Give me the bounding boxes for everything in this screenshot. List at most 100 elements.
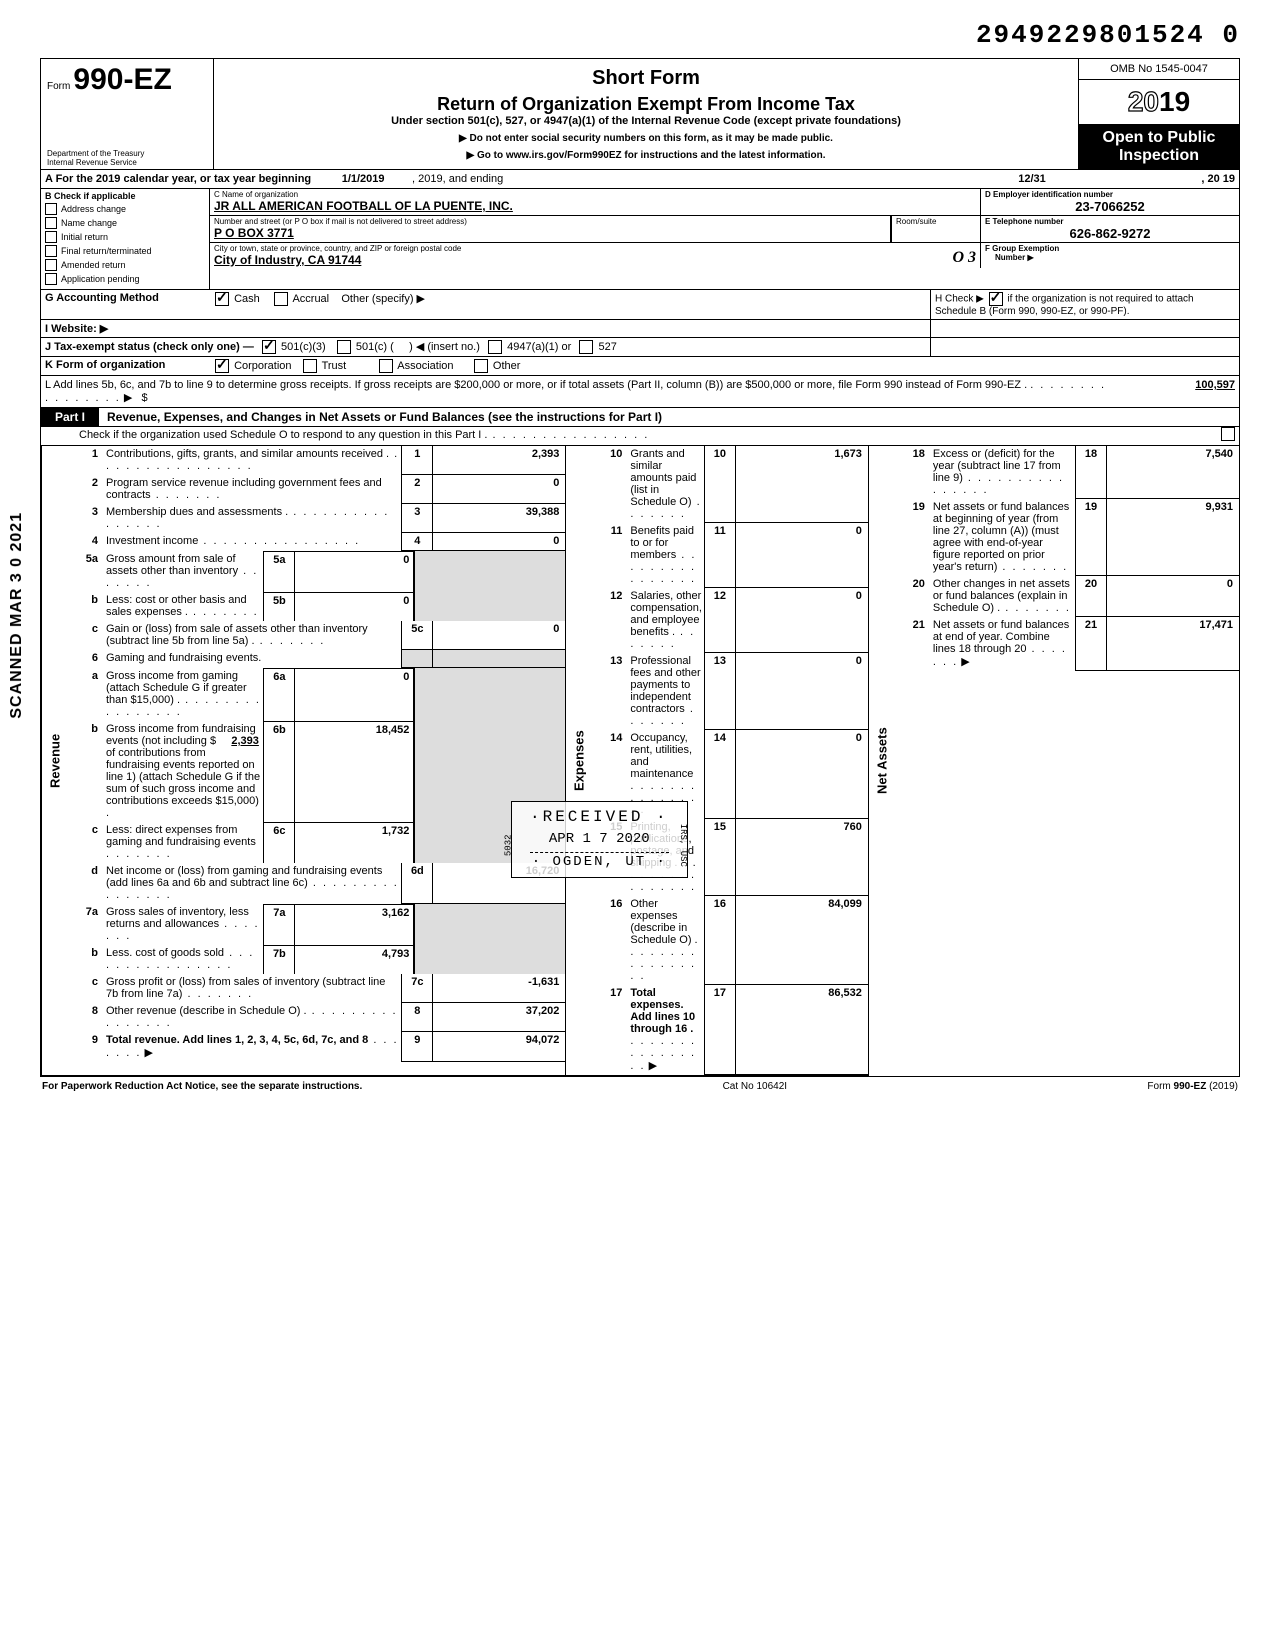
line7a-num: 7a	[68, 904, 104, 945]
line16-num: 16	[592, 896, 628, 985]
line3-box: 3	[401, 504, 433, 533]
checkbox-cash[interactable]	[215, 292, 229, 306]
line5b-num: b	[68, 592, 104, 621]
line6b-sub: 6b	[263, 721, 295, 822]
line5b-subval: 0	[295, 592, 414, 621]
checkbox-address-change[interactable]	[45, 203, 57, 215]
checkbox-4947[interactable]	[488, 340, 502, 354]
line6-num: 6	[68, 650, 104, 668]
line19-box: 19	[1075, 499, 1107, 576]
tax-year: 2019	[1079, 80, 1239, 125]
checkbox-501c3[interactable]	[262, 340, 276, 354]
row-a-begin: 1/1/2019	[342, 173, 385, 185]
addr-label: Number and street (or P O box if mail is…	[214, 217, 886, 226]
line13-val: 0	[736, 653, 868, 730]
checkbox-accrual[interactable]	[274, 292, 288, 306]
line1-desc: Contributions, gifts, grants, and simila…	[106, 448, 389, 460]
line7c-num: c	[68, 974, 104, 1003]
checkbox-other-org[interactable]	[474, 359, 488, 373]
form-number: 990-EZ	[73, 63, 171, 96]
checkbox-trust[interactable]	[303, 359, 317, 373]
line1-val: 2,393	[433, 446, 565, 475]
line7c-box: 7c	[401, 974, 433, 1003]
i-website-label: I Website: ▶	[41, 320, 209, 337]
row-a-end-month: 12/31	[983, 170, 1081, 188]
title-short-form: Short Form	[224, 67, 1068, 90]
row-a-label: A For the 2019 calendar year, or tax yea…	[45, 173, 311, 185]
checkbox-association[interactable]	[379, 359, 393, 373]
checkbox-amended-return[interactable]	[45, 259, 57, 271]
line5a-sub: 5a	[263, 551, 295, 592]
year-outline: 20	[1128, 86, 1159, 117]
received-stamp: 5032 IRS, USC ·RECEIVED · APR 1 7 2020 ·…	[511, 801, 688, 878]
g-label: G Accounting Method	[41, 290, 209, 319]
f-group-label: F Group Exemption	[985, 244, 1235, 253]
form-990ez: Form 990-EZ Department of the Treasury I…	[40, 58, 1240, 1077]
part1-label: Part I	[41, 408, 99, 426]
l-amount: 100,597	[1115, 379, 1235, 404]
checkbox-final-return[interactable]	[45, 245, 57, 257]
col-b-checkboxes: B Check if applicable Address change Nam…	[41, 189, 210, 289]
line18-box: 18	[1075, 446, 1107, 499]
lbl-501c3: 501(c)(3)	[281, 341, 326, 353]
line11-box: 11	[704, 523, 736, 588]
line8-desc: Other revenue (describe in Schedule O) .	[106, 1005, 307, 1017]
line17-num: 17	[592, 985, 628, 1075]
lbl-cash: Cash	[234, 293, 260, 305]
checkbox-name-change[interactable]	[45, 217, 57, 229]
checkbox-501c[interactable]	[337, 340, 351, 354]
col-b-title: B Check if applicable	[45, 191, 205, 201]
checkbox-h[interactable]	[989, 292, 1003, 306]
line14-val: 0	[736, 730, 868, 819]
document-id: 2949229801524 0	[40, 20, 1240, 50]
lbl-accrual: Accrual	[292, 293, 329, 305]
checkbox-application-pending[interactable]	[45, 273, 57, 285]
line11-num: 11	[592, 523, 628, 588]
goto-note: ▶ Go to www.irs.gov/Form990EZ for instru…	[224, 150, 1068, 161]
line7b-desc: Less. cost of goods sold	[106, 947, 224, 959]
lbl-4947: 4947(a)(1) or	[507, 341, 571, 353]
checkbox-corporation[interactable]	[215, 359, 229, 373]
e-phone-label: E Telephone number	[985, 217, 1235, 226]
room-label: Room/suite	[896, 217, 976, 226]
line12-val: 0	[736, 588, 868, 653]
line13-num: 13	[592, 653, 628, 730]
line6b-amt: 2,393	[231, 735, 259, 747]
checkbox-initial-return[interactable]	[45, 231, 57, 243]
line17-val: 86,532	[736, 985, 868, 1075]
subtitle-section: Under section 501(c), 527, or 4947(a)(1)…	[224, 115, 1068, 127]
line10-desc: Grants and similar amounts paid (list in…	[630, 448, 696, 508]
lbl-name-change: Name change	[61, 218, 117, 228]
line7b-subval: 4,793	[295, 945, 414, 974]
lbl-501c: 501(c) (	[356, 341, 394, 353]
line13-box: 13	[704, 653, 736, 730]
lbl-initial-return: Initial return	[61, 232, 108, 242]
ssn-note: ▶ Do not enter social security numbers o…	[224, 133, 1068, 144]
line6c-subval: 1,732	[295, 822, 414, 863]
line5c-val: 0	[433, 621, 565, 650]
lbl-address-change: Address change	[61, 204, 126, 214]
line8-val: 37,202	[433, 1003, 565, 1032]
checkbox-527[interactable]	[579, 340, 593, 354]
stamp-received: ·RECEIVED ·	[530, 806, 669, 828]
line4-desc: Investment income	[106, 535, 198, 547]
line18-num: 18	[895, 446, 931, 499]
line3-val: 39,388	[433, 504, 565, 533]
lbl-trust: Trust	[322, 360, 347, 372]
line6c-num: c	[68, 822, 104, 863]
line14-box: 14	[704, 730, 736, 819]
checkbox-schedule-o[interactable]	[1221, 427, 1235, 441]
line21-box: 21	[1075, 617, 1107, 671]
line6b-num: b	[68, 721, 104, 822]
title-return: Return of Organization Exempt From Incom…	[224, 94, 1068, 115]
lbl-other-method: Other (specify) ▶	[341, 293, 425, 305]
line3-desc: Membership dues and assessments .	[106, 506, 288, 518]
open-to-public: Open to Public Inspection	[1079, 125, 1239, 169]
stamp-left-code: 5032	[503, 835, 516, 857]
line5a-subval: 0	[295, 551, 414, 592]
part1-title: Revenue, Expenses, and Changes in Net As…	[99, 408, 670, 426]
line9-desc: Total revenue. Add lines 1, 2, 3, 4, 5c,…	[106, 1034, 368, 1046]
lbl-corporation: Corporation	[234, 360, 291, 372]
line7b-sub: 7b	[263, 945, 295, 974]
line5c-box: 5c	[401, 621, 433, 650]
